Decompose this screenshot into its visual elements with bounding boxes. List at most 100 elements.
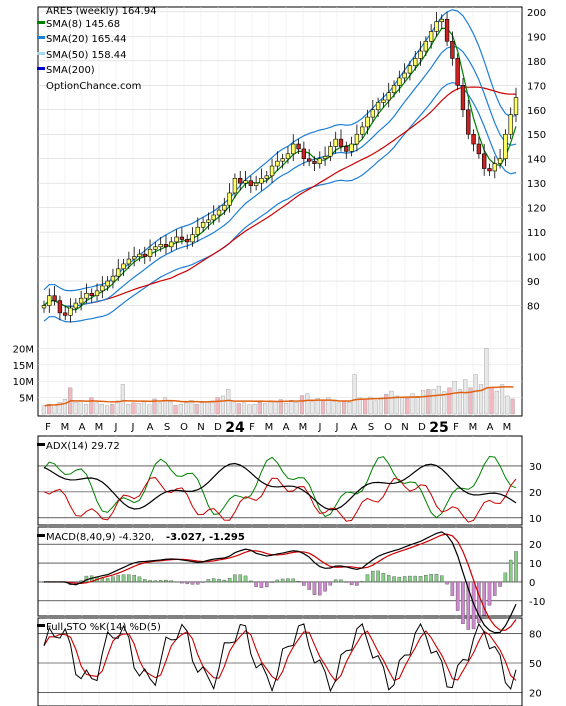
time-tick-label: S [164,422,170,433]
volume-bar [378,397,384,415]
macd-histogram-bar [365,574,370,583]
macd-histogram-bar [514,551,518,583]
volume-bar [463,379,468,415]
legend-sma50: SMA(50) 158.44 [46,50,127,61]
volume-bar [220,395,226,415]
macd-tick-label: 10 [529,559,542,570]
candle-body [423,40,429,52]
macd-tick-label: -10 [529,597,545,608]
candle-body [174,236,179,243]
candle-body [370,109,375,118]
macd-histogram-bar [349,581,354,586]
candle-body [163,244,169,248]
time-tick-label: D [418,422,426,433]
candle-body [503,133,508,160]
macd-histogram-bar [318,581,322,596]
macd-histogram-bar [286,578,290,583]
sma20-line [43,45,517,307]
candle-body [253,182,259,186]
adx-tick-label: 10 [529,514,542,525]
volume-bar [52,404,57,415]
volume-bar [357,397,362,415]
candle-body [402,72,407,79]
candle-body [185,239,190,243]
macd-histogram-bar [429,574,433,583]
candle-body [439,18,444,22]
volume-bar [110,403,115,415]
legend-title: ARES (weekly) 164.94 [46,6,157,17]
time-tick-label: F [45,422,51,433]
candle-body [121,263,126,270]
sto-tick-label: 50 [529,659,542,670]
volume-bar [78,400,83,415]
candle-body [413,58,418,67]
time-tick-label: J [335,422,339,433]
volume-bar [494,390,499,415]
candle-body [195,226,200,235]
volume-bar [252,403,257,415]
macd-histogram-bar [344,581,349,583]
candle-body [206,219,211,223]
volume-bar [115,400,120,415]
candle-body [460,85,466,111]
macd-histogram-bar [280,578,285,583]
volume-bar [442,391,447,415]
volume-bar [236,403,241,415]
candle-body [126,258,132,265]
time-tick-label: D [214,422,222,433]
time-tick-label: J [131,422,135,433]
candle-body [100,285,105,292]
candle-body [73,302,78,309]
macd-histogram-bar [440,575,444,583]
volume-bar [268,400,273,415]
candle-body [216,209,222,216]
candle-body [285,153,291,160]
volume-bar [363,398,368,415]
price-series [41,9,519,323]
macd-histogram-bar [461,581,465,624]
volume-bar [89,397,94,415]
candle-body [344,146,349,152]
macd-histogram-bar [211,578,216,583]
macd-histogram-bar [482,581,486,616]
macd-histogram-bar [148,580,152,583]
candle-body [497,158,503,164]
macd-histogram-bar [164,579,168,583]
candle-body [375,102,381,111]
macd-histogram-bar [169,580,174,583]
volume-bar [336,402,341,415]
macd-histogram-bar [355,581,359,586]
macd-histogram-bar [111,576,115,583]
macd-histogram-bar [471,581,476,630]
macd-histogram-bar [238,574,242,583]
volume-bar [489,387,494,415]
macd-histogram-bar [291,578,296,583]
volume-bar [368,396,373,415]
volume-bar [131,402,136,415]
macd-histogram-bar [180,581,184,584]
volume-bar [120,384,125,415]
macd-histogram-bar [143,579,147,583]
volume-bar [484,348,489,415]
volume-tick-label: 20M [13,344,34,355]
adx-minus-di-line [43,477,517,523]
volume-bar [473,374,478,415]
macd-signal-line [44,533,517,631]
candle-body [296,143,301,150]
candle-body [78,297,84,304]
sma50-line [43,86,517,307]
candle-body [110,275,116,282]
time-tick-label: J [318,422,322,433]
price-tick-label: 150 [527,130,546,141]
volume-bar [210,400,215,415]
volume-bar [394,395,399,415]
candle-body [280,158,285,162]
macd-histogram-bar [371,570,375,583]
macd-histogram-bar [450,581,455,596]
indicator-series [42,455,518,693]
candle-body [444,18,450,42]
price-tick-label: 120 [527,204,546,215]
volume-bar [389,390,394,415]
volume-bar [257,401,262,415]
